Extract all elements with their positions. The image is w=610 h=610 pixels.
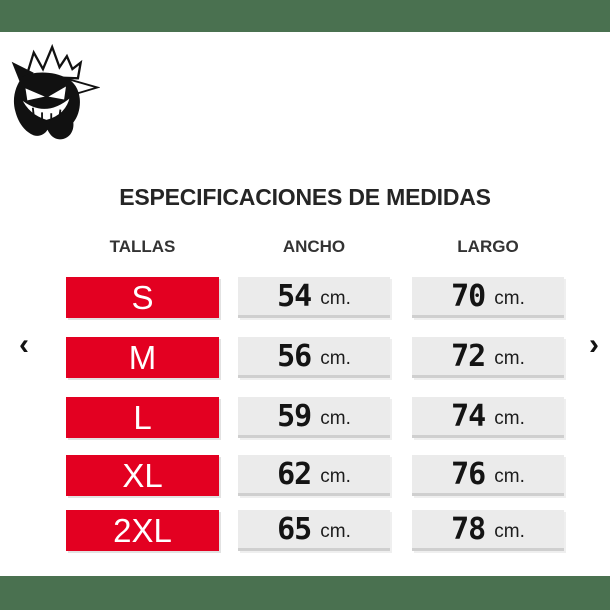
ancho-value-cell: 54 cm. (238, 277, 390, 318)
top-banner (0, 0, 610, 32)
unit-label: cm. (320, 288, 351, 309)
size-label: L (133, 398, 152, 436)
size-label: XL (122, 456, 163, 494)
table-row: L 59 cm. 74 cm. (0, 397, 610, 438)
unit-label: cm. (320, 521, 351, 542)
ancho-value-cell: 62 cm. (238, 455, 390, 496)
bottom-banner (0, 576, 610, 610)
ancho-value: 62 (277, 456, 312, 492)
size-label: S (131, 278, 154, 316)
largo-value: 70 (451, 278, 486, 314)
size-label-cell: S (66, 277, 219, 318)
ancho-value: 54 (277, 278, 312, 314)
largo-value: 78 (451, 511, 486, 547)
table-row: M 56 cm. 72 cm. (0, 337, 610, 378)
table-row: S 54 cm. 70 cm. (0, 277, 610, 318)
largo-value: 76 (451, 456, 486, 492)
largo-value-cell: 78 cm. (412, 510, 564, 551)
size-label-cell: M (66, 337, 219, 378)
ancho-value: 65 (277, 511, 312, 547)
largo-value-cell: 72 cm. (412, 337, 564, 378)
ancho-value: 56 (277, 338, 312, 374)
largo-value: 72 (451, 338, 486, 374)
size-label: 2XL (113, 511, 172, 549)
largo-value: 74 (451, 398, 486, 434)
largo-value-cell: 76 cm. (412, 455, 564, 496)
size-label-cell: 2XL (66, 510, 219, 551)
table-row: XL 62 cm. 76 cm. (0, 455, 610, 496)
carousel-next-button[interactable]: › (589, 328, 599, 361)
carousel-prev-button[interactable]: ‹ (19, 328, 29, 361)
ancho-value: 59 (277, 398, 312, 434)
size-label: M (128, 338, 157, 376)
unit-label: cm. (494, 288, 525, 309)
size-label-cell: XL (66, 455, 219, 496)
unit-label: cm. (494, 408, 525, 429)
column-header-ancho: ANCHO (282, 237, 346, 256)
unit-label: cm. (320, 466, 351, 487)
gengar-mascot-icon (11, 43, 100, 140)
unit-label: cm. (320, 408, 351, 429)
column-header-tallas: TALLAS (109, 237, 176, 256)
largo-value-cell: 70 cm. (412, 277, 564, 318)
largo-value-cell: 74 cm. (412, 397, 564, 438)
unit-label: cm. (320, 348, 351, 369)
ancho-value-cell: 65 cm. (238, 510, 390, 551)
unit-label: cm. (494, 466, 525, 487)
size-label-cell: L (66, 397, 219, 438)
page-title: ESPECIFICACIONES DE MEDIDAS (119, 184, 491, 210)
ancho-value-cell: 56 cm. (238, 337, 390, 378)
table-row: 2XL 65 cm. 78 cm. (0, 510, 610, 551)
ancho-value-cell: 59 cm. (238, 397, 390, 438)
column-header-largo: LARGO (457, 237, 519, 256)
unit-label: cm. (494, 521, 525, 542)
unit-label: cm. (494, 348, 525, 369)
